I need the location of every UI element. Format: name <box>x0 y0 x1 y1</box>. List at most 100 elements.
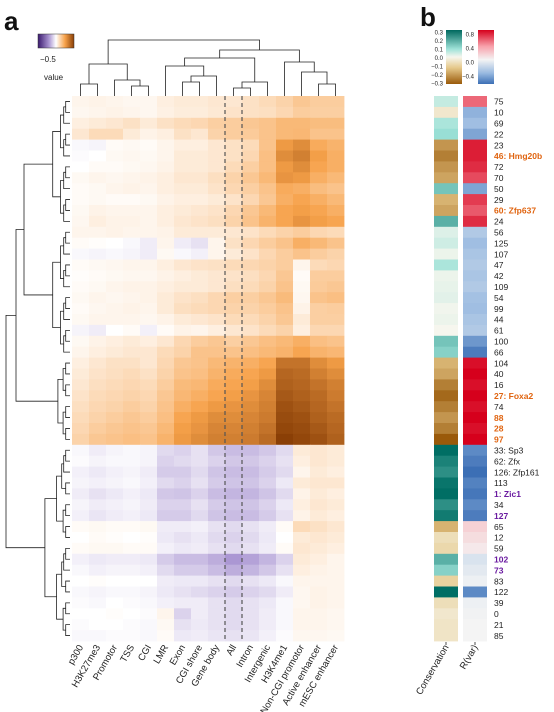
heatmap-cell <box>123 608 141 620</box>
heatmap-cell <box>259 139 277 151</box>
heatmap-cell <box>89 455 107 467</box>
heatmap-cell <box>140 510 158 522</box>
heatmap-cell <box>191 226 209 239</box>
heatmap-cell <box>259 314 277 326</box>
heatmap-cell <box>89 542 107 555</box>
heatmap-cell <box>174 455 192 467</box>
heatmap-cell <box>123 324 141 337</box>
heatmap-cell <box>89 521 107 533</box>
heatmap-cell <box>106 335 124 348</box>
heatmap-cell <box>293 466 311 478</box>
heatmap-cell <box>225 205 243 217</box>
heatmap-cell <box>157 532 175 544</box>
row-label: 10 <box>494 108 504 118</box>
dendrogram-branch <box>63 237 70 255</box>
conservation-cell <box>434 172 458 184</box>
heatmap-cell <box>89 237 107 249</box>
heatmap-cell <box>140 586 158 598</box>
heatmap-cell <box>89 314 107 326</box>
heatmap-cell <box>242 215 260 228</box>
heatmap-cell <box>72 226 90 239</box>
heatmap-cell <box>293 183 311 195</box>
heatmap-cell <box>140 281 158 293</box>
conservation-cell <box>434 401 458 413</box>
heatmap-cell <box>89 292 107 304</box>
row-label: 66 <box>494 347 504 357</box>
rvar-cell <box>463 586 487 598</box>
heatmap-cell <box>89 586 107 598</box>
heatmap-cell <box>174 390 192 402</box>
heatmap-cell <box>242 259 260 271</box>
row-label: 24 <box>494 217 504 227</box>
heatmap-cell <box>106 281 124 293</box>
heatmap-cell <box>225 401 243 413</box>
row-label: 72 <box>494 162 504 172</box>
heatmap-cell <box>327 172 345 184</box>
heatmap-cell <box>140 368 158 380</box>
heatmap-cell <box>327 303 345 315</box>
heatmap-cell <box>72 553 90 566</box>
heatmap-cell <box>140 194 158 206</box>
heatmap-cell <box>225 444 243 457</box>
heatmap-cell <box>191 259 209 271</box>
heatmap-cell <box>140 183 158 195</box>
heatmap-cell <box>106 390 124 402</box>
heatmap-cell <box>225 586 243 598</box>
rvar-tick-label: 0.4 <box>466 47 475 53</box>
heatmap-cell <box>106 161 124 173</box>
heatmap-cell <box>242 139 260 151</box>
heatmap-cell <box>327 194 345 206</box>
heatmap-cell <box>72 237 90 249</box>
heatmap-cell <box>259 564 277 576</box>
heatmap-cell <box>72 270 90 282</box>
heatmap-cell <box>174 368 192 380</box>
conservation-cell <box>434 455 458 467</box>
rvar-cell <box>463 532 487 544</box>
heatmap-cell <box>191 444 209 457</box>
heatmap-cell <box>89 423 107 435</box>
row-label: 40 <box>494 369 504 379</box>
dendrogram-branch <box>63 553 70 571</box>
heatmap-cell <box>225 161 243 173</box>
heatmap-cell <box>259 542 277 555</box>
heatmap-cell <box>293 172 311 184</box>
rvar-cell <box>463 357 487 369</box>
heatmap-cell <box>72 510 90 522</box>
heatmap-cell <box>242 324 260 337</box>
heatmap-cell <box>106 564 124 576</box>
heatmap-cell <box>174 96 192 108</box>
heatmap-cell <box>208 357 226 369</box>
heatmap-cell <box>106 510 124 522</box>
heatmap-cell <box>259 510 277 522</box>
side-column-labels: Conservation R(var) <box>414 642 481 697</box>
heatmap-cell <box>259 455 277 467</box>
heatmap-cell <box>310 314 328 326</box>
heatmap-cell <box>242 499 260 511</box>
row-label: 69 <box>494 119 504 129</box>
heatmap-cell <box>310 226 328 239</box>
heatmap-cell <box>276 564 294 576</box>
row-label: 107 <box>494 249 508 259</box>
heatmap-cell <box>208 237 226 249</box>
heatmap-cell <box>89 281 107 293</box>
row-label: 75 <box>494 97 504 107</box>
heatmap-cell <box>191 117 209 130</box>
heatmap-cell <box>293 292 311 304</box>
conservation-cell <box>434 444 458 457</box>
heatmap-cell <box>72 412 90 424</box>
heatmap-cell <box>293 390 311 402</box>
dendrogram-branch <box>52 261 61 329</box>
dendrogram-branch <box>65 231 70 244</box>
heatmap-cell <box>157 346 175 358</box>
heatmap-cell <box>276 390 294 402</box>
heatmap-cell <box>140 466 158 478</box>
heatmap-cell <box>208 510 226 522</box>
heatmap-cell <box>106 401 124 413</box>
heatmap-cell <box>310 346 328 358</box>
heatmap-cell <box>225 128 243 140</box>
heatmap-cell <box>310 510 328 522</box>
heatmap-cell <box>225 303 243 315</box>
dendrogram-branch <box>233 87 251 96</box>
heatmap-cell <box>174 314 192 326</box>
heatmap-cell <box>293 248 311 260</box>
